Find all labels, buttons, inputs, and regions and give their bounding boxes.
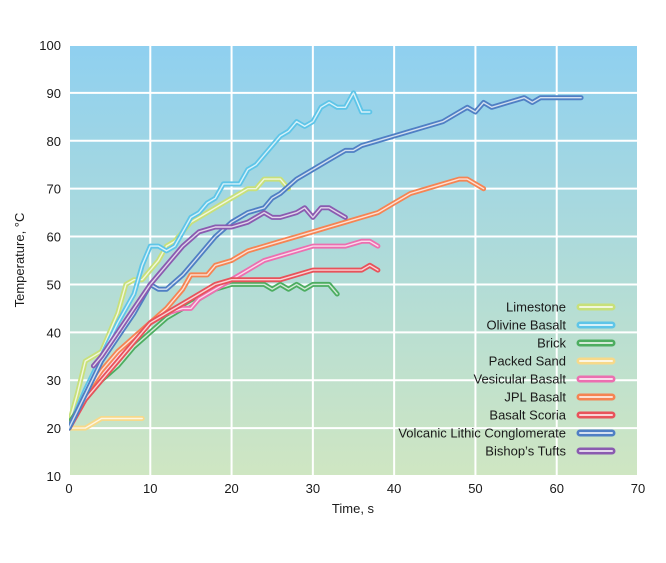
x-tick-label: 30 [306,481,320,496]
legend-item: JPL Basalt [504,390,616,405]
legend-item: Basalt Scoria [489,408,616,423]
legend-label: Brick [537,336,566,351]
series-line-highlight [92,207,347,367]
grid-lines [68,44,639,477]
x-tick-label: 0 [65,481,72,496]
x-tick-label: 50 [468,481,482,496]
x-tick-label: 70 [631,481,645,496]
legend-label: JPL Basalt [504,390,566,405]
series-line-highlight [69,92,371,429]
legend-label: Bishop’s Tufts [485,444,566,459]
legend-item: Limestone [506,300,616,315]
series-line-highlight [69,417,143,429]
legend-item: Bishop’s Tufts [485,444,616,459]
series-basalt-scoria [69,262,381,431]
legend-label: Vesicular Basalt [474,372,567,387]
legend-label: Olivine Basalt [487,318,567,333]
legend-label: Volcanic Lithic Conglomerate [398,426,566,441]
y-tick-label: 10 [47,469,61,484]
plot-background [69,45,638,476]
series-olivine-basalt [69,90,373,431]
legend-label: Limestone [506,300,566,315]
x-axis-label: Time, s [332,501,375,516]
y-tick-label: 20 [47,421,61,436]
y-tick-label: 30 [47,373,61,388]
series-volcanic-lithic-conglomerate [69,95,584,431]
legend-label: Packed Sand [489,354,566,369]
series-brick [69,281,340,426]
tick-labels: 0 10 20 30 40 50 60 70 10 20 30 40 50 60 70 80 90 100 [39,38,645,496]
legend: Limestone Olivine Basalt Brick Packed Sand V… [398,300,616,459]
series-line-highlight [69,96,582,429]
legend-item: Vesicular Basalt [474,372,616,387]
y-axis-label: Temperature, °C [12,213,27,308]
series-bishop-s-tufts [90,205,348,369]
legend-label: Basalt Scoria [489,408,566,423]
y-tick-label: 90 [47,86,61,101]
series-packed-sand [69,416,145,431]
x-tick-label: 40 [387,481,401,496]
legend-item: Brick [537,336,616,351]
x-tick-label: 10 [143,481,157,496]
y-tick-label: 70 [47,182,61,197]
legend-item: Volcanic Lithic Conglomerate [398,426,616,441]
legend-item: Packed Sand [489,354,616,369]
x-tick-label: 60 [549,481,563,496]
y-tick-label: 40 [47,325,61,340]
series-line-highlight [69,264,379,429]
x-tick-label: 20 [224,481,238,496]
y-tick-label: 100 [39,38,61,53]
series-group [69,90,584,431]
y-tick-label: 50 [47,277,61,292]
series-line-highlight [69,283,338,424]
y-tick-label: 60 [47,230,61,245]
legend-item: Olivine Basalt [487,318,616,333]
y-tick-label: 80 [47,134,61,149]
